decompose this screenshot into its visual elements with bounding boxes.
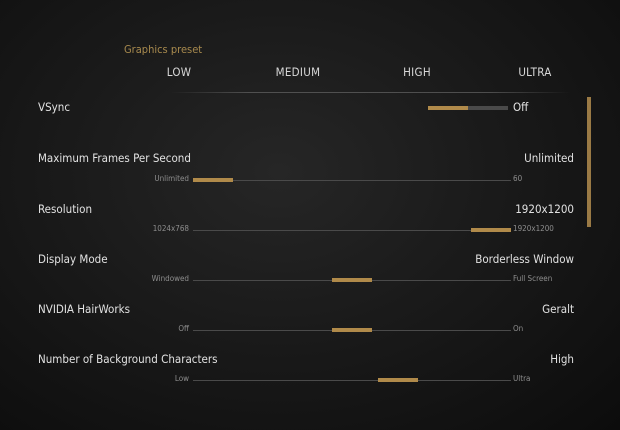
- resolution-slider-track[interactable]: [193, 230, 511, 231]
- preset-low[interactable]: LOW: [166, 65, 192, 79]
- hairworks-value: Geralt: [542, 302, 574, 316]
- vsync-toggle-track[interactable]: [428, 106, 508, 110]
- graphics-preset-title: Graphics preset: [124, 43, 203, 56]
- display-mode-label: Display Mode: [38, 252, 108, 266]
- display-mode-min-label: Windowed: [151, 274, 189, 283]
- resolution-min-label: 1024x768: [152, 224, 189, 233]
- resolution-max-label: 1920x1200: [513, 224, 554, 233]
- fps-label: Maximum Frames Per Second: [38, 151, 191, 165]
- fps-value: Unlimited: [524, 151, 574, 165]
- resolution-slider-knob[interactable]: [471, 228, 511, 232]
- background-characters-max-label: Ultra: [513, 374, 531, 383]
- fps-slider-knob[interactable]: [193, 178, 233, 182]
- preset-high[interactable]: HIGH: [403, 65, 431, 79]
- vsync-toggle-fill[interactable]: [428, 106, 468, 110]
- hairworks-max-label: On: [513, 324, 524, 333]
- fps-min-label: Unlimited: [154, 174, 189, 183]
- resolution-value: 1920x1200: [515, 202, 574, 216]
- vsync-value: Off: [513, 100, 529, 114]
- display-mode-slider-knob[interactable]: [332, 278, 372, 282]
- hairworks-label: NVIDIA HairWorks: [38, 302, 131, 316]
- background-characters-min-label: Low: [174, 374, 189, 383]
- header-divider: [170, 92, 570, 93]
- vsync-label: VSync: [38, 100, 71, 114]
- background-characters-slider-knob[interactable]: [378, 378, 419, 382]
- settings-scrollbar[interactable]: [587, 97, 591, 227]
- preset-ultra[interactable]: ULTRA: [518, 65, 552, 79]
- background-characters-slider-track[interactable]: [193, 380, 511, 381]
- resolution-label: Resolution: [38, 202, 93, 216]
- preset-medium[interactable]: MEDIUM: [275, 65, 321, 79]
- hairworks-slider-knob[interactable]: [332, 328, 372, 332]
- display-mode-max-label: Full Screen: [513, 274, 553, 283]
- fps-slider-track[interactable]: [193, 180, 511, 181]
- background-characters-label: Number of Background Characters: [38, 352, 218, 366]
- background-characters-value: High: [550, 352, 574, 366]
- fps-max-label: 60: [513, 174, 523, 183]
- hairworks-min-label: Off: [178, 324, 189, 333]
- display-mode-value: Borderless Window: [475, 252, 574, 266]
